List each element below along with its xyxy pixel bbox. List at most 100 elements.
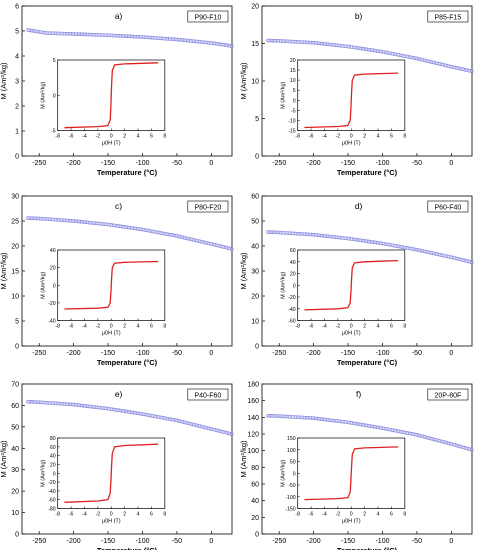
y-tick-label: 50 <box>11 424 19 431</box>
inset-x-tick-label: -6 <box>69 134 74 140</box>
hysteresis-curve <box>64 62 159 129</box>
x-tick-label: 0 <box>209 350 213 357</box>
y-tick-label: 20 <box>251 294 259 301</box>
inset-x-tick-label: 2 <box>123 324 126 330</box>
inset-y-tick-label: -20 <box>288 295 296 301</box>
sample-label: P90-F10 <box>194 15 221 22</box>
inset-x-tick-label: 2 <box>123 134 126 140</box>
inset-y-axis-label: M (Am²/kg) <box>281 459 287 486</box>
inset-y-tick-label: -20 <box>48 301 56 307</box>
inset-x-tick-label: 2 <box>363 324 366 330</box>
y-tick-label: 180 <box>247 382 259 389</box>
inset-x-tick-label: 6 <box>390 324 393 330</box>
data-point <box>228 246 233 251</box>
inset-x-tick-label: 8 <box>403 324 406 330</box>
sample-label: P85-F15 <box>434 15 461 22</box>
y-tick-label: 1 <box>15 129 19 136</box>
inset-y-tick-label: 10 <box>290 78 296 84</box>
x-tick-label: -100 <box>135 160 149 167</box>
y-tick-label: 20 <box>11 489 19 496</box>
x-tick-label: 0 <box>449 160 453 167</box>
y-axis-label: M (Am²/kg) <box>0 62 8 100</box>
x-tick-label: -50 <box>412 160 422 167</box>
inset-x-tick-label: 0 <box>350 324 353 330</box>
inset-y-tick-label: -60 <box>288 319 296 325</box>
inset-y-tick-label: 0 <box>53 283 56 289</box>
x-tick-label: -150 <box>101 350 115 357</box>
hysteresis-curve <box>304 446 399 501</box>
y-tick-label: 140 <box>247 415 259 422</box>
data-point <box>468 260 473 264</box>
sample-box <box>427 200 469 213</box>
y-tick-label: 10 <box>251 79 259 86</box>
panel-2: -250 -200 -150 -100 -50 005101520Temperature … <box>239 4 474 177</box>
inset-y-axis-label: M (Am²/kg) <box>281 271 287 298</box>
inset-y-tick-label: 20 <box>50 266 56 272</box>
y-tick-label: 20 <box>11 244 19 251</box>
data-point <box>470 69 474 74</box>
inset-y-tick-label: 40 <box>50 248 56 254</box>
inset-y-tick-label: -40 <box>48 319 56 325</box>
inset-x-tick-label: -6 <box>69 512 74 518</box>
x-tick-label: 0 <box>209 538 213 545</box>
inset-x-tick-label: 6 <box>150 134 153 140</box>
y-tick-label: 0 <box>15 532 19 539</box>
panel-label: b) <box>355 11 363 21</box>
inset-y-tick-label: 0 <box>293 471 296 477</box>
inset-y-axis-label: M (Am²/kg) <box>41 271 47 298</box>
inset-chart: -8 -6 -4 -2 0 2 4 6 8 -5 0 5 μ0H (T) M (Am²/kg) <box>41 58 167 147</box>
inset-x-tick-label: -8 <box>295 512 300 518</box>
y-tick-label: 60 <box>11 403 19 410</box>
inset-y-tick-label: 20 <box>290 272 296 278</box>
inset-x-tick-label: -4 <box>322 512 327 518</box>
x-tick-label: -250 <box>272 350 286 357</box>
y-tick-label: 5 <box>255 116 259 123</box>
inset-x-tick-label: -2 <box>96 324 101 330</box>
x-tick-label: -150 <box>341 538 355 545</box>
x-tick-label: 0 <box>209 160 213 167</box>
inset-y-tick-label: -10 <box>288 118 296 124</box>
y-tick-label: 20 <box>251 515 259 522</box>
inset-x-tick-label: 6 <box>150 324 153 330</box>
inset-x-tick-label: 8 <box>163 324 166 330</box>
inset-y-tick-label: 40 <box>290 260 296 266</box>
inset-y-tick-label: 0 <box>53 93 56 99</box>
y-tick-label: 10 <box>11 294 19 301</box>
y-axis-label: M (Am²/kg) <box>239 62 248 100</box>
panel-label: a) <box>115 11 123 21</box>
inset-x-tick-label: -8 <box>55 134 60 140</box>
y-axis-label: M (Am²/kg) <box>239 252 248 290</box>
y-axis-label: M (Am²/kg) <box>0 252 8 290</box>
x-tick-label: -200 <box>307 160 321 167</box>
hysteresis-curve <box>304 259 399 311</box>
x-tick-label: -100 <box>135 350 149 357</box>
inset-y-tick-label: -150 <box>285 507 295 513</box>
hysteresis-curve <box>64 443 159 503</box>
sample-box <box>427 10 469 23</box>
panel-4: -250 -200 -150 -100 -50 00102030405060Tempera… <box>239 194 474 367</box>
inset-x-tick-label: 6 <box>150 512 153 518</box>
inset-y-tick-label: 5 <box>293 88 296 94</box>
x-tick-label: -100 <box>375 538 389 545</box>
inset-x-tick-label: -4 <box>82 324 87 330</box>
inset-y-tick-label: 15 <box>290 68 296 74</box>
inset-x-tick-label: 4 <box>377 324 380 330</box>
x-tick-label: -200 <box>67 160 81 167</box>
inset-y-axis-label: M (Am²/kg) <box>281 81 287 108</box>
inset-x-axis-label: μ0H (T) <box>102 141 121 147</box>
y-tick-label: 30 <box>251 269 259 276</box>
inset-chart: -8 -6 -4 -2 0 2 4 6 8 -150 -100 -50 0 50 100 150 μ0H (T)… <box>281 436 407 525</box>
inset-y-tick-label: -60 <box>48 498 56 504</box>
x-tick-label: -250 <box>272 538 286 545</box>
inset-x-tick-label: 8 <box>163 134 166 140</box>
inset-y-tick-label: -50 <box>288 483 296 489</box>
panel-6: -250 -200 -150 -100 -50 002040608010012014016… <box>239 382 474 550</box>
sample-box <box>187 388 229 401</box>
data-point <box>470 260 474 265</box>
inset-x-tick-label: 2 <box>123 512 126 518</box>
panel-label: d) <box>355 201 363 211</box>
inset-x-tick-label: -4 <box>82 512 87 518</box>
inset-y-tick-label: -40 <box>48 489 56 495</box>
